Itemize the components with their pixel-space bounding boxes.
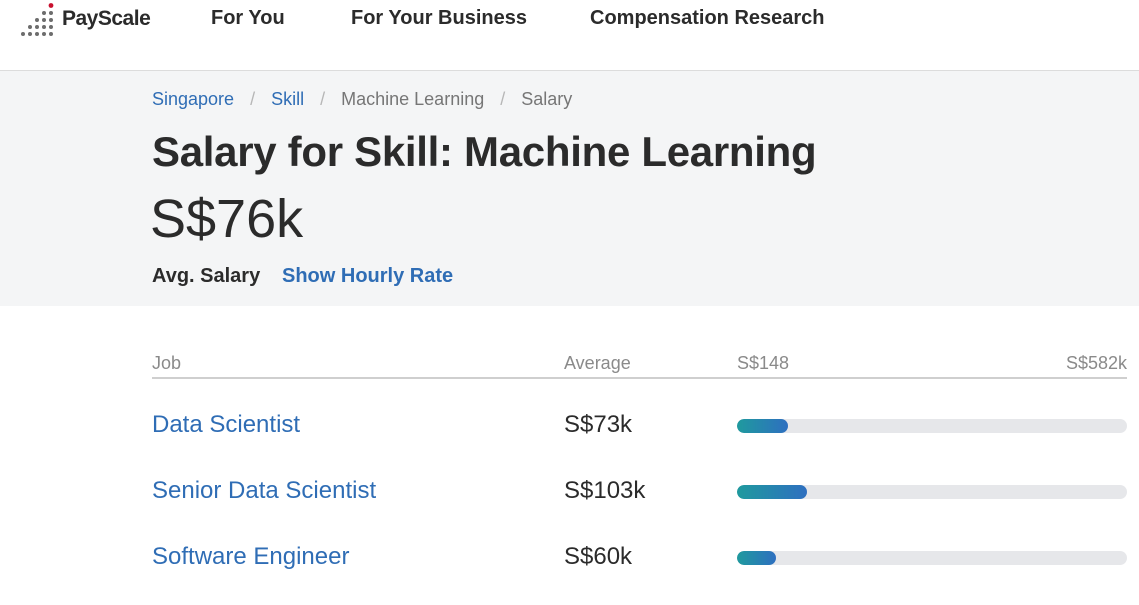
breadcrumb: Singapore / Skill / Machine Learning / S…	[152, 89, 572, 110]
job-average-salary: S$73k	[564, 411, 633, 438]
salary-bar-fill	[737, 485, 808, 499]
breadcrumb-singapore[interactable]: Singapore	[152, 89, 235, 109]
job-link[interactable]: Data Scientist	[152, 411, 301, 438]
table-row: Senior Data Scientist S$103k	[152, 445, 1127, 511]
page-title: Salary for Skill: Machine Learning	[152, 128, 817, 175]
nav-for-you[interactable]: For You	[211, 7, 285, 29]
breadcrumb-separator: /	[320, 89, 326, 109]
breadcrumb-separator: /	[500, 89, 506, 109]
nav-compensation-research[interactable]: Compensation Research	[590, 7, 825, 29]
job-average-salary: S$60k	[564, 543, 633, 570]
payscale-logo[interactable]: PayScale	[20, 2, 151, 36]
brand-name: PayScale	[62, 7, 151, 30]
job-link[interactable]: Software Engineer	[152, 543, 350, 570]
table-header: Job Average S$148 S$582k	[152, 345, 1127, 379]
salary-bar-fill	[737, 551, 776, 565]
table-row: Software Engineer S$60k	[152, 511, 1127, 577]
breadcrumb-machine-learning: Machine Learning	[341, 89, 485, 109]
range-min-label: S$148	[737, 353, 790, 373]
average-salary-label: Avg. Salary	[152, 265, 261, 287]
jobs-salary-table: Job Average S$148 S$582k Data Scientist …	[152, 345, 1127, 577]
payscale-dots-logo-icon	[21, 3, 54, 36]
salary-hero: Singapore / Skill / Machine Learning / S…	[0, 71, 1139, 306]
salary-bar-fill	[737, 419, 788, 433]
column-header-job: Job	[152, 353, 182, 373]
top-navigation: PayScale For You For Your Business Compe…	[0, 0, 1139, 71]
column-header-average: Average	[564, 353, 631, 373]
average-salary-value: S$76k	[150, 189, 304, 249]
breadcrumb-skill[interactable]: Skill	[271, 89, 305, 109]
breadcrumb-salary: Salary	[521, 89, 573, 109]
salary-range-bar	[737, 485, 1127, 499]
job-link[interactable]: Senior Data Scientist	[152, 477, 377, 504]
job-average-salary: S$103k	[564, 477, 646, 504]
breadcrumb-separator: /	[250, 89, 256, 109]
nav-for-your-business[interactable]: For Your Business	[351, 7, 527, 29]
table-row: Data Scientist S$73k	[152, 379, 1127, 445]
show-hourly-rate-link[interactable]: Show Hourly Rate	[282, 265, 454, 287]
range-max-label: S$582k	[1065, 353, 1127, 373]
salary-range-bar	[737, 419, 1127, 433]
salary-range-bar	[737, 551, 1127, 565]
